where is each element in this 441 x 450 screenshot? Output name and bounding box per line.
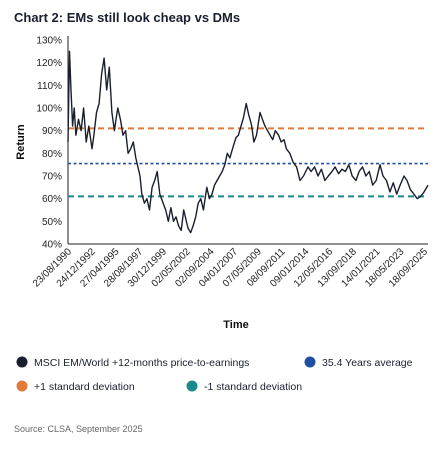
legend-label: MSCI EM/World +12-months price-to-earnin…	[34, 357, 249, 369]
chart-title: Chart 2: EMs still look cheap vs DMs	[14, 10, 241, 25]
legend-marker	[16, 356, 28, 368]
y-tick-label: 40%	[42, 240, 62, 251]
legend-label: -1 standard deviation	[204, 381, 302, 393]
legend-marker	[16, 380, 28, 392]
reference-lines	[68, 127, 428, 198]
y-axis-label: Return	[15, 124, 27, 160]
y-tick-label: 110%	[37, 81, 62, 92]
legend-label: 35.4 Years average	[322, 357, 413, 369]
y-tick-label: 130%	[36, 36, 62, 47]
legend-label: +1 standard deviation	[34, 381, 135, 393]
x-tick-labels: 23/08/199024/12/199227/04/199528/08/1997…	[31, 246, 430, 289]
x-axis-label: Time	[223, 319, 248, 331]
source-note: Source: CLSA, September 2025	[14, 424, 143, 434]
series-layer	[67, 50, 429, 234]
legend-marker	[304, 356, 316, 368]
legend: MSCI EM/World +12-months price-to-earnin…	[16, 356, 413, 393]
y-tick-label: 70%	[42, 172, 62, 183]
y-tick-label: 100%	[36, 104, 62, 115]
y-tick-label: 50%	[42, 217, 62, 228]
y-tick-label: 60%	[42, 194, 62, 205]
y-tick-label: 90%	[42, 126, 62, 137]
y-tick-labels: 40% 50% 60% 70% 80% 90% 100% 110% 120% 130%	[36, 36, 62, 251]
y-tick-label: 120%	[36, 58, 62, 69]
plot-axes	[67, 36, 428, 245]
legend-marker	[186, 380, 198, 392]
series-line-pe	[67, 50, 429, 234]
y-tick-label: 80%	[42, 149, 62, 160]
